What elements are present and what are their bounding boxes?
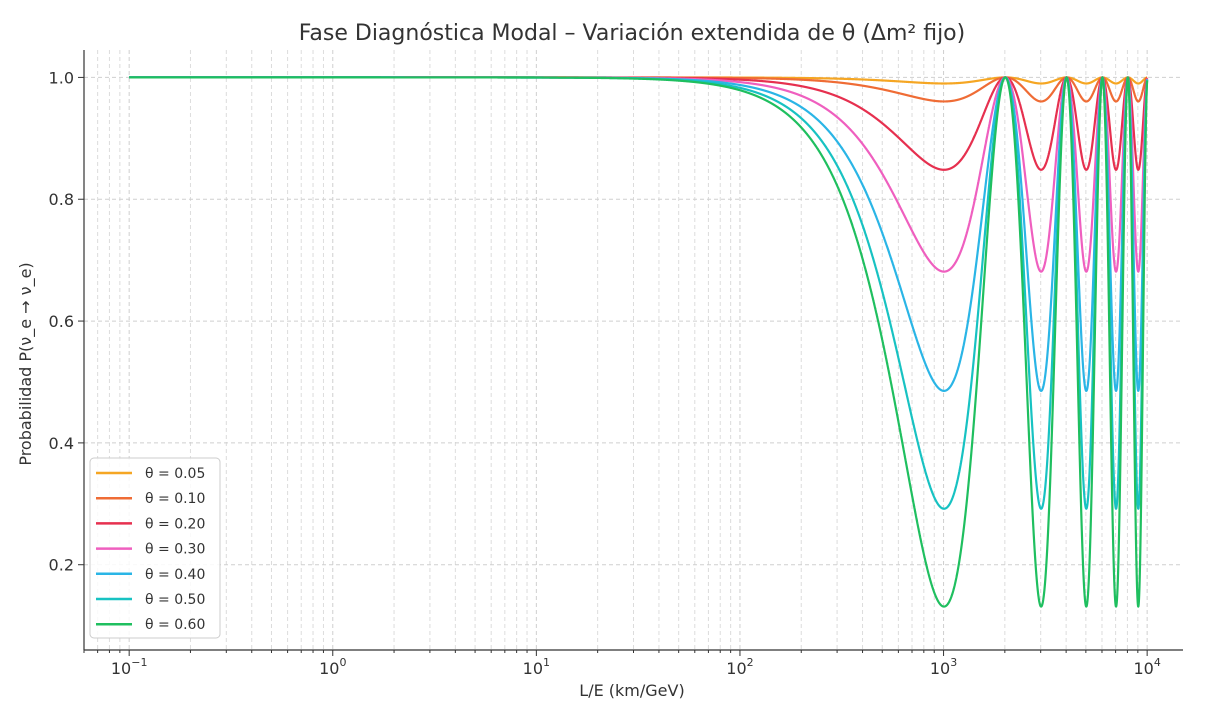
x-tick-label: 104 [1133,656,1160,678]
x-tick-label: 101 [523,656,550,678]
y-tick-label: 0.2 [49,556,74,575]
x-tick-label: 10−1 [111,656,148,678]
y-tick-label: 0.6 [49,312,74,331]
y-axis-ticks: 0.2 0.4 0.6 0.8 1.0 [49,68,84,575]
series-lines [128,76,1149,608]
grid [83,50,1183,650]
x-axis-ticks: 10−1 100 101 102 103 104 [83,650,1161,678]
legend-entry-label: θ = 0.20 [145,516,205,532]
chart-title: Fase Diagnóstica Modal – Variación exten… [299,21,965,46]
x-tick-label: 103 [930,656,957,678]
legend: θ = 0.05 θ = 0.10 θ = 0.20 θ = 0.30 θ = 0.40… [89,457,221,639]
y-tick-label: 1.0 [49,68,74,87]
legend-entry-label: θ = 0.30 [145,542,205,558]
x-tick-label: 100 [319,656,346,678]
legend-entry-label: θ = 0.50 [145,592,205,608]
legend-items: θ = 0.05 θ = 0.10 θ = 0.20 θ = 0.30 θ = 0.40… [96,466,205,633]
legend-entry-label: θ = 0.10 [145,491,205,507]
series-line-7 [128,76,1149,608]
x-tick-label: 102 [726,656,753,678]
legend-entry-label: θ = 0.40 [145,567,205,583]
legend-entry-label: θ = 0.05 [145,466,205,482]
y-tick-label: 0.4 [49,434,74,453]
legend-entry-label: θ = 0.60 [145,617,205,633]
y-tick-label: 0.8 [49,190,74,209]
x-axis-label: L/E (km/GeV) [579,681,684,700]
legend-box [89,457,221,639]
y-axis-label: Probabilidad P(ν_e → ν_e) [16,262,36,465]
